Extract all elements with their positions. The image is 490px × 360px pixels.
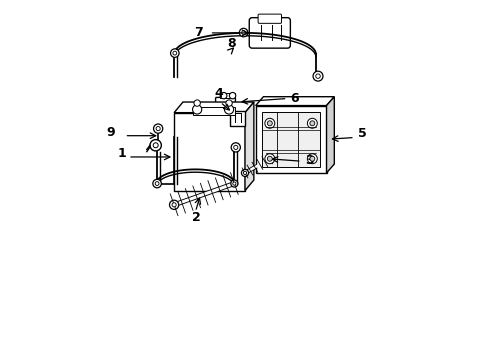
- Text: 1: 1: [118, 147, 126, 160]
- Circle shape: [226, 100, 232, 106]
- Circle shape: [265, 154, 275, 164]
- Circle shape: [153, 179, 161, 188]
- Circle shape: [310, 156, 315, 161]
- Polygon shape: [256, 97, 334, 105]
- Circle shape: [239, 28, 248, 37]
- Circle shape: [220, 93, 227, 99]
- Circle shape: [173, 51, 177, 55]
- FancyBboxPatch shape: [258, 14, 282, 23]
- Text: 2: 2: [192, 211, 200, 224]
- FancyBboxPatch shape: [220, 93, 235, 98]
- Circle shape: [269, 157, 271, 160]
- Circle shape: [156, 126, 160, 131]
- Polygon shape: [245, 102, 254, 191]
- Circle shape: [170, 200, 179, 210]
- FancyBboxPatch shape: [230, 111, 245, 126]
- Text: 5: 5: [358, 127, 367, 140]
- Circle shape: [242, 31, 245, 35]
- Circle shape: [155, 182, 159, 185]
- Text: 7: 7: [195, 26, 203, 39]
- Bar: [174, 113, 245, 191]
- Circle shape: [307, 154, 318, 164]
- Circle shape: [231, 143, 241, 152]
- Circle shape: [150, 140, 161, 151]
- Text: 9: 9: [107, 126, 115, 139]
- Circle shape: [193, 105, 202, 114]
- Circle shape: [231, 180, 238, 187]
- Circle shape: [316, 74, 320, 78]
- Circle shape: [153, 143, 158, 148]
- Circle shape: [267, 156, 272, 162]
- FancyBboxPatch shape: [249, 18, 291, 48]
- Circle shape: [153, 124, 163, 133]
- Bar: [262, 112, 320, 167]
- Circle shape: [234, 145, 238, 149]
- Circle shape: [242, 169, 248, 176]
- Circle shape: [171, 49, 179, 57]
- Circle shape: [268, 156, 272, 161]
- Circle shape: [265, 118, 275, 128]
- Circle shape: [172, 203, 176, 207]
- Polygon shape: [326, 97, 334, 173]
- Circle shape: [194, 100, 200, 106]
- Bar: [256, 105, 326, 173]
- Circle shape: [307, 118, 318, 128]
- Circle shape: [313, 71, 323, 81]
- FancyBboxPatch shape: [216, 98, 235, 108]
- Text: 6: 6: [290, 92, 299, 105]
- Text: 4: 4: [215, 87, 223, 100]
- Text: 8: 8: [227, 37, 236, 50]
- Circle shape: [229, 93, 236, 99]
- Circle shape: [233, 182, 236, 185]
- Circle shape: [224, 105, 234, 114]
- Circle shape: [310, 121, 315, 126]
- Text: 3: 3: [305, 154, 314, 167]
- Polygon shape: [174, 102, 254, 113]
- Circle shape: [244, 171, 246, 175]
- Bar: [193, 107, 235, 114]
- Circle shape: [268, 121, 272, 126]
